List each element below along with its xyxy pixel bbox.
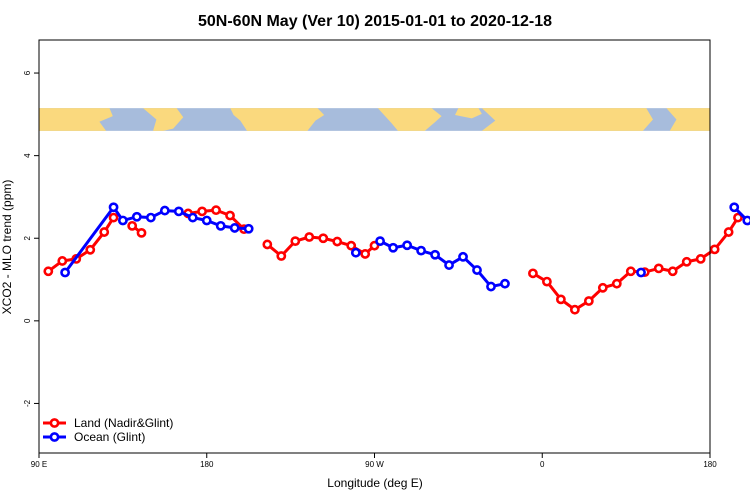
series-1-point-2-0 [375, 236, 385, 247]
x-tick-label-1: 180 [200, 460, 214, 469]
plot-frame [38, 39, 711, 454]
series-1-point-0-2 [117, 215, 128, 226]
map-land-2 [230, 108, 325, 131]
series-0-point-4-9 [653, 263, 664, 274]
y-tick-label-1: 0 [23, 318, 32, 323]
series-0-point-2-3 [225, 210, 235, 221]
x-tick-label-4: 180 [703, 460, 717, 469]
series-1-point-2-8 [486, 281, 496, 292]
world-map-band [39, 108, 710, 131]
y-tick-label-3: 4 [23, 153, 32, 158]
x-tick-label-2: 90 W [365, 460, 384, 469]
map-land-5 [481, 108, 653, 131]
series-1-point-2-9 [500, 278, 510, 289]
series-0-point-4-5 [597, 282, 608, 293]
legend: Land (Nadir&Glint) Ocean (Glint) [43, 416, 173, 444]
series-1-point-2-4 [430, 249, 440, 260]
series-1-point-0-1 [108, 202, 119, 213]
series-0-point-3-7 [360, 249, 371, 259]
series-0-point-1-0 [127, 220, 138, 231]
x-axis-label: Longitude (deg E) [327, 476, 422, 490]
x-tick-label-0: 90 E [31, 460, 47, 469]
map-land-4 [455, 108, 482, 119]
series-0-point-4-14 [723, 227, 734, 237]
map-land-1 [143, 108, 184, 131]
series-1-point-4-0 [729, 202, 740, 213]
y-axis-label: XCO2 - MLO trend (ppm) [0, 180, 14, 315]
chart-title: 50N-60N May (Ver 10) 2015-01-01 to 2020-… [198, 13, 552, 30]
series-1-point-0-3 [131, 211, 142, 222]
series-0-point-3-1 [276, 251, 287, 261]
legend-label-land: Land (Nadir&Glint) [74, 416, 173, 430]
map-land-3 [377, 108, 442, 131]
series-0-point-4-0 [528, 268, 538, 279]
series-0-point-2-1 [197, 206, 207, 217]
map-land-6 [666, 108, 710, 131]
series-0 [43, 205, 743, 315]
series-1-point-2-3 [416, 245, 426, 256]
series-0-point-4-13 [709, 244, 720, 255]
series-0-point-4-4 [583, 296, 594, 306]
series-1-line-4 [733, 206, 750, 222]
series-1-point-2-7 [472, 265, 482, 275]
series-0-point-3-6 [346, 240, 357, 251]
series-1-point-0-5 [159, 205, 170, 216]
series-1-point-0-0 [60, 267, 70, 278]
x-tick-label-3: 0 [540, 460, 545, 469]
legend-label-ocean: Ocean (Glint) [74, 430, 145, 444]
series-0-point-3-3 [304, 232, 315, 242]
series-1-point-0-4 [145, 212, 156, 223]
series-1-point-3-0 [636, 267, 646, 278]
series-0-point-4-10 [667, 266, 678, 277]
y-tick-label-0: -2 [23, 399, 32, 407]
series-1-point-2-6 [458, 251, 468, 262]
series-1-point-0-10 [229, 223, 240, 233]
series-1-point-2-2 [402, 240, 413, 251]
series-0-point-2-2 [211, 205, 221, 216]
series-0-point-4-11 [681, 256, 692, 267]
series-1-point-2-5 [444, 260, 454, 270]
series-layer [43, 202, 750, 315]
series-0-point-0-4 [99, 227, 110, 237]
series-0-point-0-0 [43, 266, 54, 277]
series-0-point-1-1 [136, 227, 147, 238]
series-0-point-3-4 [318, 233, 329, 244]
series-0-point-3-5 [332, 236, 343, 247]
series-1-point-0-11 [243, 223, 254, 234]
legend-marker-ocean [49, 432, 60, 442]
series-1-point-4-1 [742, 215, 750, 226]
series-0-point-3-2 [290, 236, 301, 247]
axes: 90 E 180 90 W 0 180 -2 0 2 4 6 [23, 70, 717, 469]
series-0-point-3-0 [262, 239, 273, 250]
legend-marker-land [49, 418, 60, 428]
series-1-point-0-8 [201, 215, 212, 226]
series-0-point-4-7 [625, 266, 636, 277]
y-tick-label-2: 2 [23, 235, 32, 240]
series-1-line-2 [379, 239, 506, 289]
y-tick-label-4: 6 [23, 70, 32, 75]
series-0-point-0-3 [85, 244, 96, 255]
series-1-point-2-1 [388, 242, 399, 253]
series-0-point-4-3 [569, 304, 580, 315]
series-1-point-0-9 [215, 220, 226, 231]
map-land-0 [39, 108, 113, 131]
series-0-point-0-5 [108, 212, 119, 223]
series-1 [60, 202, 750, 292]
series-1-point-0-6 [173, 206, 184, 217]
series-0-point-4-15 [733, 212, 743, 223]
series-1-line-0 [63, 205, 249, 274]
series-0-point-4-1 [542, 276, 552, 287]
series-0-point-4-12 [695, 253, 706, 264]
series-0-point-4-6 [611, 278, 622, 289]
series-0-point-0-1 [57, 256, 68, 266]
series-0-point-4-2 [555, 294, 566, 305]
series-1-point-0-7 [187, 212, 198, 223]
series-1-point-1-0 [350, 247, 361, 258]
